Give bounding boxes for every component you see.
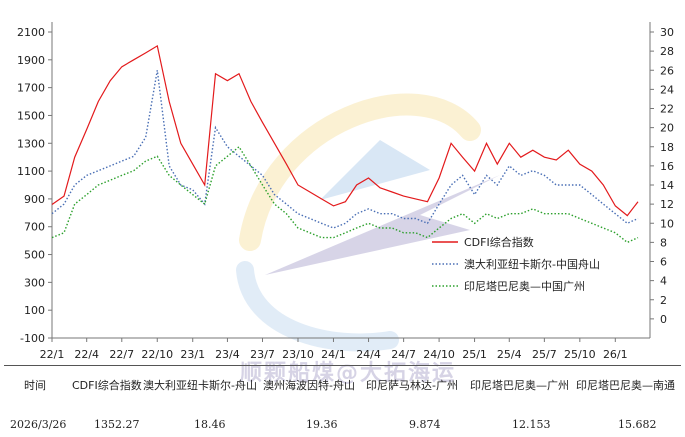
x-tick-label: 22/10 [141,348,173,361]
table-value-row: 2026/3/26 1352.27 18.46 19.36 9.874 12.1… [4,414,681,436]
right-tick-label: 20 [660,122,674,135]
value-cell-cdfi: 1352.27 [94,418,140,431]
series-line-1 [51,44,639,217]
left-tick-label: 2100 [17,26,45,39]
right-tick-label: 0 [660,313,667,326]
legend-label-3: 印尼塔巴尼奥—中国广州 [464,279,585,293]
x-tick-label: 22/7 [109,348,134,361]
left-tick-label: 1900 [17,54,45,67]
left-tick-label: 1500 [17,109,45,122]
left-tick-label: -100 [20,332,45,345]
left-tick-label: 1700 [17,82,45,95]
x-tick-label: 22/1 [40,348,65,361]
right-tick-label: 2 [660,294,667,307]
x-tick-label: 24/7 [391,348,416,361]
x-tick-label: 25/7 [532,348,557,361]
value-cell-time: 2026/3/26 [10,418,67,431]
value-cell-samarinda: 9.874 [409,418,441,431]
x-tick-label: 22/4 [74,348,99,361]
right-tick-label: 8 [660,236,667,249]
right-tick-label: 10 [660,217,674,230]
right-tick-label: 16 [660,160,674,173]
header-cell-haypoint: 澳州海波因特-舟山 [263,379,355,392]
right-tick-label: 26 [660,64,674,77]
value-cell-haypoint: 19.36 [306,418,338,431]
x-tick-label: 23/1 [180,348,205,361]
line-chart: -100100300500700900110013001500170019002… [17,22,674,361]
x-tick-label: 26/1 [603,348,628,361]
x-tick-label: 24/4 [356,348,381,361]
header-cell-cdfi: CDFI综合指数 [72,379,142,392]
value-cell-newcastle: 18.46 [194,418,226,431]
left-tick-label: 900 [24,193,45,206]
right-tick-label: 6 [660,256,667,269]
x-tick-label: 24/1 [321,348,346,361]
header-cell-samarinda: 印尼萨马林达-广州 [366,379,458,392]
left-tick-label: 1300 [17,137,45,150]
right-tick-label: 28 [660,45,674,58]
left-tick-label: 500 [24,249,45,262]
watermark-arc-blue [236,261,399,352]
watermark-arc-yellow [239,93,481,251]
chart-area: -100 100 300 500 700 900 1100 1300 1500 1700 1900 2… [17,22,674,361]
x-tick-label: 23/7 [250,348,275,361]
legend-label-2: 澳大利亚纽卡斯尔-中国舟山 [464,257,600,271]
left-tick-label: 300 [24,276,45,289]
header-cell-time: 时间 [24,379,46,392]
x-tick-label: 25/1 [462,348,487,361]
legend-label-1: CDFI综合指数 [464,235,534,249]
header-cell-tabaneo-nt: 印尼塔巴尼奥—南通 [576,379,675,392]
right-tick-label: 4 [660,275,667,288]
x-tick-label: 23/4 [215,348,240,361]
watermark-ship-shape [265,175,500,275]
right-tick-label: 14 [660,179,674,192]
value-cell-tabaneo-gz: 12.153 [512,418,551,431]
series-line-3 [51,145,639,244]
left-tick-label: 1100 [17,165,45,178]
data-table: 时间 CDFI综合指数 澳大利亚纽卡斯尔-舟山 澳州海波因特-舟山 印尼萨马林达… [4,365,681,436]
value-cell-tabaneo-nt: 15.682 [618,418,657,431]
header-cell-newcastle: 澳大利亚纽卡斯尔-舟山 [143,379,257,392]
left-tick-label: 700 [24,221,45,234]
right-tick-label: 30 [660,26,674,39]
series-line-2 [51,70,639,229]
header-cell-tabaneo-gz: 印尼塔巴尼奥—广州 [470,379,569,392]
right-tick-label: 12 [660,198,674,211]
watermark-sail-shape [320,140,430,200]
right-tick-label: 24 [660,83,674,96]
right-tick-label: 22 [660,103,674,116]
x-tick-label: 24/10 [423,348,455,361]
x-tick-label: 25/4 [497,348,522,361]
table-header-row: 时间 CDFI综合指数 澳大利亚纽卡斯尔-舟山 澳州海波因特-舟山 印尼萨马林达… [4,375,681,397]
x-tick-label: 23/10 [282,348,314,361]
left-tick-label: 100 [24,304,45,317]
x-tick-label: 25/10 [564,348,596,361]
right-tick-label: 18 [660,141,674,154]
